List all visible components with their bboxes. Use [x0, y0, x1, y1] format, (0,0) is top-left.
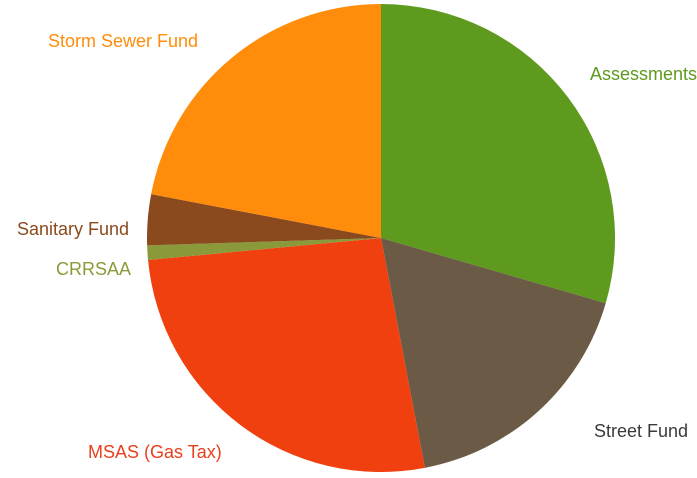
- pie-label-msas-gas-tax: MSAS (Gas Tax): [88, 442, 222, 462]
- pie-label-storm-sewer-fund: Storm Sewer Fund: [48, 31, 198, 51]
- pie-slice-msas-gas-tax: [148, 238, 425, 473]
- pie-slice-storm-sewer-fund: [151, 4, 381, 238]
- pie-label-sanitary-fund: Sanitary Fund: [17, 219, 129, 239]
- pie-label-crrsaa: CRRSAA: [56, 259, 131, 279]
- pie-labels: Assessments Street Fund MSAS (Gas Tax) CRRS…: [17, 31, 697, 462]
- pie-slice-assessments: [381, 4, 616, 304]
- pie-slice-crrsaa: [147, 238, 381, 261]
- pie-slice-sanitary-fund: [147, 194, 381, 246]
- pie-label-assessments: Assessments: [590, 64, 697, 84]
- pie-slices: [147, 4, 616, 473]
- pie-slice-street-fund: [381, 238, 606, 468]
- pie-label-street-fund: Street Fund: [594, 421, 688, 441]
